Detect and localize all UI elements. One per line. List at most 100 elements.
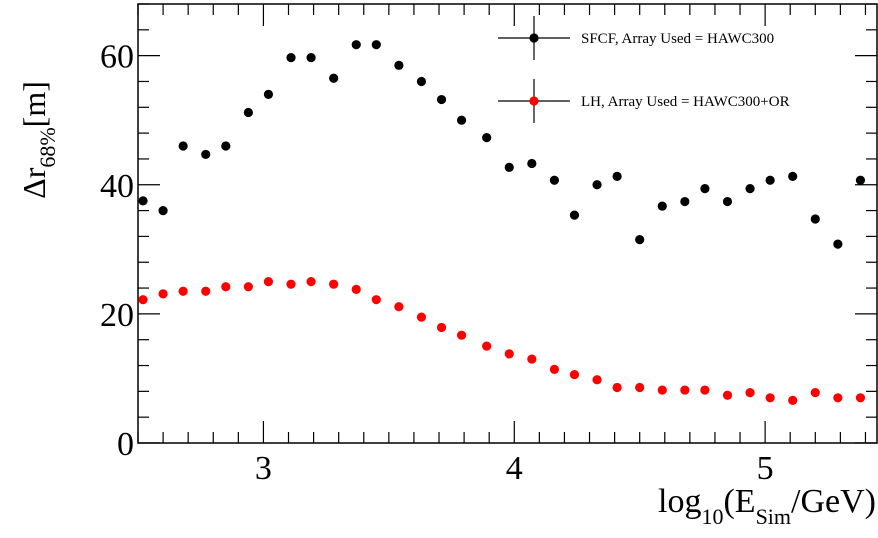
data-point [306, 52, 316, 63]
axis-ticks [137, 3, 877, 444]
data-point [700, 184, 710, 194]
data-point [371, 40, 381, 50]
data-point [592, 180, 602, 190]
y-tick-label: 20 [100, 297, 134, 334]
series-1 [138, 40, 866, 249]
data-point [569, 210, 580, 220]
data-point [351, 40, 361, 50]
data-point [158, 289, 168, 299]
y-axis-title-sub: 68% [35, 127, 60, 167]
data-point [765, 393, 775, 403]
data-point [416, 312, 427, 322]
data-point [612, 171, 622, 181]
data-point [436, 322, 447, 333]
plot-frame [137, 3, 878, 444]
data-point [504, 349, 514, 359]
data-point [286, 279, 296, 289]
data-point [456, 115, 467, 125]
data-point [263, 89, 274, 99]
legend-marker [529, 33, 539, 43]
data-point [810, 388, 820, 398]
data-point [788, 171, 798, 181]
data-point [201, 149, 211, 160]
data-point [351, 284, 361, 294]
data-point [833, 239, 843, 249]
data-point [371, 295, 381, 305]
plot-area-border [137, 3, 878, 444]
data-point [657, 385, 667, 395]
legend-entry: LH, Array Used = HAWC300+OR [498, 79, 790, 123]
data-point [722, 390, 733, 400]
y-axis-title-tail: [m] [16, 81, 52, 127]
data-point [635, 382, 645, 393]
data-point [456, 330, 467, 340]
legend-label: SFCF, Array Used = HAWC300 [581, 31, 774, 47]
x-axis-title-sub: Sim [756, 504, 791, 529]
data-point [788, 395, 798, 405]
data-point [504, 162, 514, 172]
y-axis-title-base: Δr [16, 167, 52, 199]
data-point [243, 107, 253, 118]
data-point [722, 196, 733, 207]
data-point [286, 52, 296, 63]
data-point [745, 388, 755, 398]
data-point [221, 282, 231, 292]
y-tick-label: 0 [117, 426, 134, 463]
x-axis-title-open: (E [723, 483, 755, 520]
data-point [592, 375, 602, 385]
data-layer [138, 40, 866, 405]
data-point [329, 73, 339, 83]
data-point [263, 277, 274, 287]
legend: SFCF, Array Used = HAWC300 LH, Array Used… [498, 16, 790, 123]
data-point [482, 133, 492, 143]
data-point [178, 141, 188, 151]
x-axis-title-close: /GeV) [791, 483, 876, 520]
data-point [612, 382, 622, 393]
data-point [855, 393, 866, 403]
data-point [527, 354, 537, 364]
data-point [158, 205, 168, 216]
data-point [416, 76, 427, 87]
data-point [810, 214, 820, 224]
data-point [680, 385, 690, 395]
data-point [394, 302, 404, 312]
x-tick-label: 3 [255, 450, 272, 487]
data-point [201, 286, 211, 296]
legend-label: LH, Array Used = HAWC300+OR [581, 94, 790, 110]
x-axis-title: log10(ESim/GeV) [658, 483, 876, 529]
tick-labels: 3 4 5 0 20 40 60 [100, 39, 774, 487]
data-point [436, 94, 447, 105]
data-point [329, 279, 339, 289]
x-axis-title-base: log [658, 483, 701, 520]
data-point [765, 175, 775, 185]
data-point [657, 201, 667, 211]
y-tick-label: 40 [100, 168, 134, 205]
data-point [394, 60, 404, 70]
data-point [527, 158, 537, 169]
legend-marker [529, 96, 539, 106]
data-point [138, 196, 148, 206]
data-point [680, 196, 690, 207]
y-axis-title: Δr68%[m] [16, 81, 60, 199]
data-point [138, 295, 148, 305]
data-point [549, 364, 560, 375]
data-point [549, 175, 560, 185]
data-point [745, 184, 755, 194]
data-point [482, 341, 492, 351]
data-point [700, 385, 710, 395]
x-axis-title-base-sub: 10 [701, 504, 723, 529]
x-tick-label: 4 [506, 450, 523, 487]
data-point [221, 141, 231, 151]
data-point [635, 235, 645, 245]
y-tick-label: 60 [100, 39, 134, 76]
data-point [178, 286, 188, 296]
series-2 [138, 277, 866, 405]
x-tick-label: 5 [757, 450, 774, 487]
data-point [569, 369, 580, 380]
data-point [306, 277, 316, 287]
data-point [855, 175, 866, 185]
data-point [833, 393, 843, 403]
legend-entry: SFCF, Array Used = HAWC300 [498, 16, 774, 60]
